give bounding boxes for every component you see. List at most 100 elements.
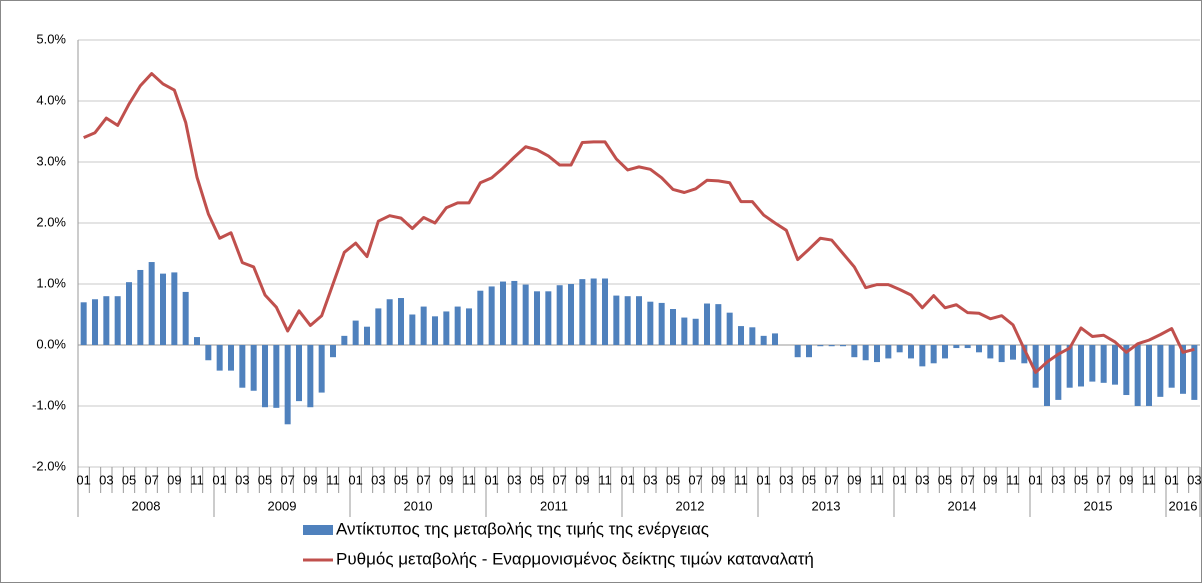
bar — [1032, 345, 1039, 388]
bar — [522, 284, 529, 345]
x-tick-label: 01 — [348, 472, 362, 487]
bar — [726, 312, 733, 345]
bar — [477, 290, 484, 345]
bar — [874, 345, 880, 363]
bar — [828, 345, 835, 347]
x-tick-label: 03 — [99, 472, 113, 487]
bar — [1078, 345, 1084, 387]
x-tick-label: 09 — [303, 472, 317, 487]
bar — [942, 345, 948, 359]
x-group-label: 2011 — [540, 498, 568, 513]
bar — [908, 345, 914, 359]
bar — [1112, 345, 1118, 385]
x-tick-label: 09 — [711, 472, 725, 487]
y-tick-label: 3.0% — [36, 153, 66, 168]
bar — [239, 345, 246, 388]
bar — [1100, 345, 1107, 383]
bar — [114, 296, 121, 345]
x-group-label: 2010 — [404, 498, 433, 513]
x-tick-label: 07 — [688, 472, 702, 487]
x-tick-label: 05 — [802, 472, 816, 487]
bar — [896, 345, 903, 353]
bar — [534, 291, 540, 345]
x-tick-label: 05 — [258, 472, 272, 487]
bar — [613, 295, 620, 345]
y-tick-label: 4.0% — [36, 92, 66, 107]
x-tick-label: 11 — [870, 472, 884, 487]
bar — [205, 345, 212, 361]
bar — [284, 345, 291, 425]
x-tick-label: 11 — [190, 472, 204, 487]
bar — [454, 306, 461, 345]
x-group-label: 2012 — [676, 498, 705, 513]
x-group-label: 2015 — [1084, 498, 1113, 513]
x-tick-label: 05 — [530, 472, 544, 487]
bar — [930, 345, 937, 364]
x-tick-label: 09 — [847, 472, 861, 487]
bar — [500, 281, 506, 345]
y-tick-label: 5.0% — [36, 31, 66, 46]
x-group-label: 2016 — [1169, 498, 1198, 513]
bar — [1021, 345, 1028, 364]
bar — [590, 278, 597, 345]
bar — [636, 296, 642, 345]
x-tick-label: 07 — [144, 472, 158, 487]
x-tick-label: 07 — [824, 472, 838, 487]
bar — [194, 337, 200, 345]
bar — [307, 345, 314, 408]
bar — [556, 285, 563, 345]
x-tick-label: 01 — [76, 472, 90, 487]
x-tick-label: 03 — [915, 472, 929, 487]
bar — [749, 327, 756, 345]
bar — [1055, 345, 1062, 400]
bar — [511, 280, 518, 345]
y-tick-label: 1.0% — [36, 275, 66, 290]
x-tick-label: 11 — [734, 472, 748, 487]
x-tick-label: 09 — [439, 472, 453, 487]
bar — [488, 286, 495, 345]
bar — [817, 345, 824, 347]
legend-swatch — [303, 525, 333, 535]
bar — [885, 345, 892, 359]
x-tick-label: 11 — [598, 472, 612, 487]
bar — [840, 345, 846, 347]
bar — [375, 308, 382, 345]
bar — [772, 333, 778, 345]
y-tick-label: 0.0% — [36, 336, 66, 351]
bar — [579, 279, 586, 345]
x-tick-label: 07 — [416, 472, 430, 487]
bar — [670, 309, 676, 345]
bar — [330, 345, 336, 358]
bar — [228, 345, 234, 371]
legend-label: Ρυθμός μεταβολής - Εναρμονισμένος δείκτη… — [336, 549, 814, 568]
x-tick-label: 09 — [1119, 472, 1133, 487]
bar — [92, 299, 98, 345]
x-group-label: 2009 — [268, 498, 297, 513]
bar — [466, 308, 472, 345]
bar — [262, 345, 268, 408]
x-tick-label: 09 — [983, 472, 997, 487]
bar — [806, 345, 812, 358]
x-tick-label: 07 — [960, 472, 974, 487]
bar — [704, 303, 710, 345]
bar — [126, 282, 132, 345]
x-tick-label: 03 — [235, 472, 249, 487]
bar — [681, 317, 688, 345]
bar — [1123, 345, 1130, 396]
x-tick-label: 03 — [1187, 472, 1201, 487]
bar — [171, 272, 178, 345]
bar — [1168, 345, 1175, 388]
x-group-label: 2014 — [948, 498, 977, 513]
bar — [364, 326, 370, 345]
x-tick-label: 07 — [552, 472, 566, 487]
x-tick-label: 11 — [1006, 472, 1020, 487]
x-tick-label: 03 — [779, 472, 793, 487]
x-tick-label: 11 — [462, 472, 476, 487]
x-tick-label: 05 — [666, 472, 680, 487]
x-tick-label: 07 — [280, 472, 294, 487]
bar — [715, 304, 722, 345]
y-tick-label: 2.0% — [36, 214, 66, 229]
bar — [647, 301, 654, 345]
bar — [432, 316, 438, 345]
